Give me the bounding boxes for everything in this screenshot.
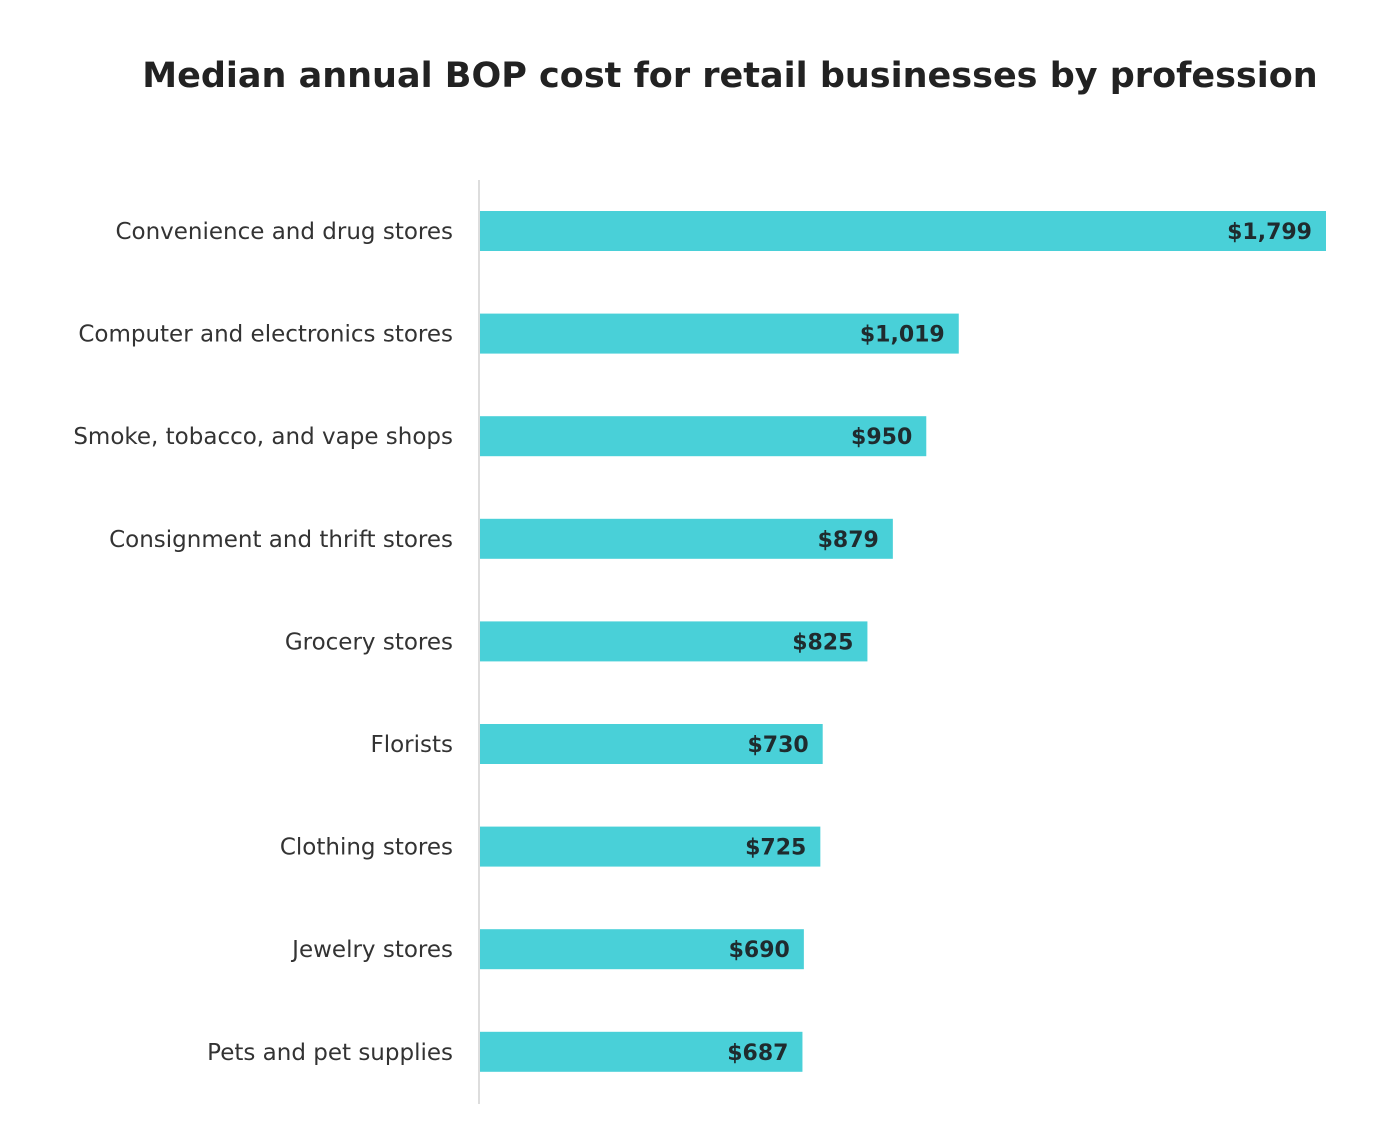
- data-label: $950: [851, 425, 912, 450]
- data-label: $687: [727, 1041, 788, 1066]
- data-label: $730: [747, 733, 808, 758]
- category-label: Jewelry stores: [290, 937, 453, 963]
- chart-title: Median annual BOP cost for retail busine…: [142, 56, 1318, 96]
- bar: [480, 211, 1326, 251]
- category-label: Computer and electronics stores: [78, 322, 453, 348]
- category-label: Clothing stores: [280, 835, 453, 861]
- bar: [480, 621, 868, 662]
- bar: [480, 416, 927, 457]
- category-label: Pets and pet supplies: [207, 1040, 453, 1066]
- category-label: Smoke, tobacco, and vape shops: [73, 424, 453, 450]
- bar: [480, 724, 823, 764]
- category-label: Grocery stores: [285, 629, 453, 655]
- bar: [480, 313, 959, 354]
- category-label: Convenience and drug stores: [115, 219, 453, 245]
- bar: [480, 1031, 803, 1072]
- data-label: $825: [792, 630, 853, 655]
- bar: [480, 518, 893, 559]
- data-label: $1,019: [860, 323, 945, 348]
- category-label: Florists: [370, 732, 453, 758]
- data-label: $690: [729, 938, 790, 963]
- data-label: $879: [818, 528, 879, 553]
- bars-group: Convenience and drug stores $1,799 Compute…: [73, 211, 1326, 1072]
- data-label: $725: [745, 836, 806, 861]
- data-label: $1,799: [1227, 220, 1312, 245]
- bar: [480, 826, 821, 867]
- category-label: Consignment and thrift stores: [109, 527, 453, 553]
- bar: [480, 929, 804, 970]
